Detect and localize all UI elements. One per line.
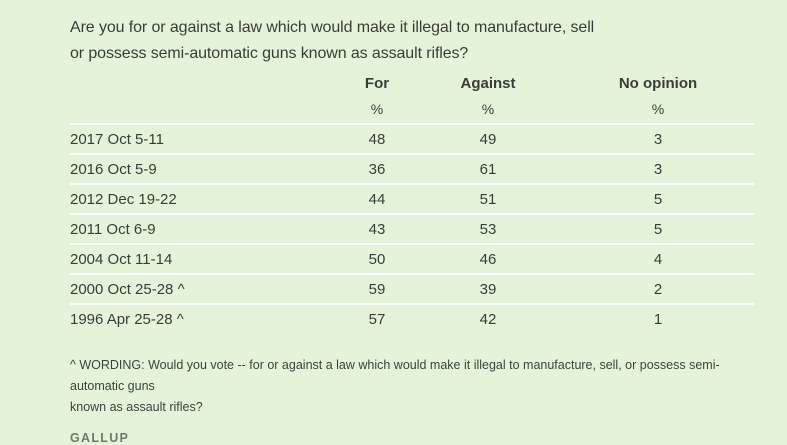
row-value-for: 36 — [368, 160, 386, 178]
unit-against: % — [481, 101, 495, 117]
row-value-no-opinion: 5 — [653, 220, 663, 238]
header-against: Against — [460, 75, 516, 92]
wording-footnote: ^ WORDING: Would you vote -- for or agai… — [70, 355, 754, 418]
table-row: 1996 Apr 25-28 ^ 57 42 1 — [70, 303, 754, 333]
row-value-no-opinion: 1 — [653, 310, 663, 328]
row-value-against: 42 — [479, 310, 497, 328]
row-value-against: 39 — [479, 280, 497, 298]
table-row: 2000 Oct 25-28 ^ 59 39 2 — [70, 273, 754, 303]
row-value-for: 57 — [368, 310, 386, 328]
row-date: 1996 Apr 25-28 ^ — [70, 310, 184, 328]
header-date-spacer — [70, 74, 340, 94]
table-row: 2004 Oct 11-14 50 46 4 — [70, 243, 754, 273]
row-value-for: 50 — [368, 250, 386, 268]
table-row: 2012 Dec 19-22 44 51 5 — [70, 183, 754, 213]
row-date: 2000 Oct 25-28 ^ — [70, 280, 185, 298]
table-row: 2016 Oct 5-9 36 61 3 — [70, 153, 754, 183]
results-table: For Against No opinion % % % 2017 Oct 5-… — [70, 74, 754, 333]
row-value-against: 61 — [479, 160, 497, 178]
row-value-for: 48 — [368, 130, 386, 148]
row-date: 2011 Oct 6-9 — [70, 220, 156, 238]
row-value-for: 44 — [368, 190, 386, 208]
unit-for: % — [370, 101, 384, 117]
row-value-no-opinion: 5 — [653, 190, 663, 208]
row-value-no-opinion: 3 — [653, 160, 663, 178]
row-date: 2004 Oct 11-14 — [70, 250, 173, 268]
row-value-for: 59 — [368, 280, 386, 298]
row-value-no-opinion: 3 — [653, 130, 663, 148]
wording-footnote-line-1: ^ WORDING: Would you vote -- for or agai… — [70, 358, 720, 393]
row-date: 2016 Oct 5-9 — [70, 160, 157, 178]
wording-footnote-line-2: known as assault rifles? — [70, 400, 203, 414]
poll-question-line-2: or possess semi-automatic guns known as … — [70, 45, 469, 62]
row-date: 2017 Oct 5-11 — [70, 130, 164, 148]
row-value-against: 46 — [479, 250, 497, 268]
table-row: 2011 Oct 6-9 43 53 5 — [70, 213, 754, 243]
unit-no-opinion: % — [651, 101, 665, 117]
header-for: For — [364, 75, 390, 92]
unit-date-spacer — [70, 100, 340, 118]
row-value-against: 49 — [479, 130, 497, 148]
header-no-opinion: No opinion — [618, 75, 698, 92]
table-header-row: For Against No opinion — [70, 74, 754, 94]
poll-question-line-1: Are you for or against a law which would… — [70, 19, 595, 36]
row-value-for: 43 — [368, 220, 386, 238]
table-body: 2017 Oct 5-11 48 49 3 2016 Oct 5-9 36 61… — [70, 123, 754, 333]
table-row: 2017 Oct 5-11 48 49 3 — [70, 123, 754, 153]
row-value-no-opinion: 2 — [653, 280, 663, 298]
row-value-against: 53 — [479, 220, 497, 238]
row-value-against: 51 — [479, 190, 497, 208]
unit-row: % % % — [70, 94, 754, 123]
poll-question: Are you for or against a law which would… — [70, 15, 754, 67]
gallup-logo: GALLUP — [70, 431, 130, 445]
row-date: 2012 Dec 19-22 — [70, 190, 177, 208]
row-value-no-opinion: 4 — [653, 250, 663, 268]
